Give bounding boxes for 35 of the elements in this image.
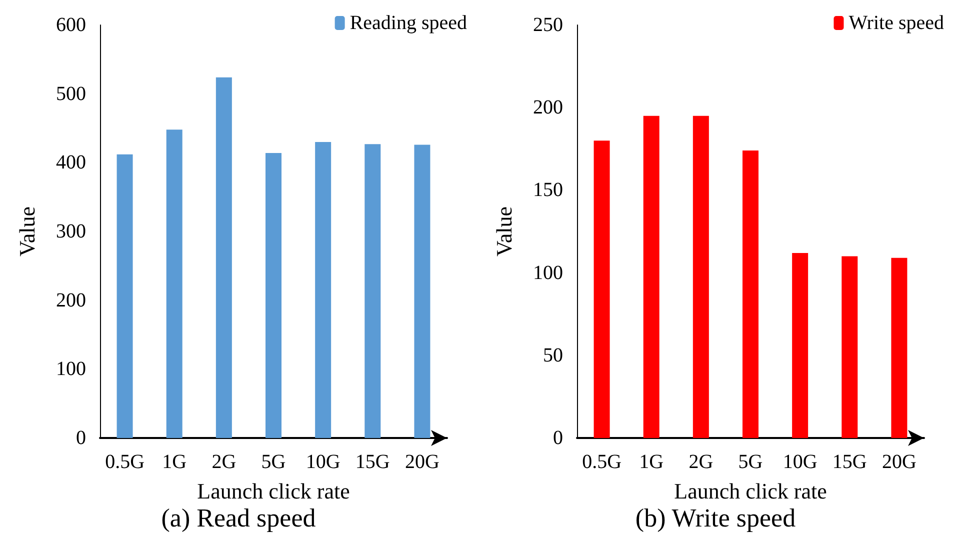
legend-label: Reading speed (350, 12, 467, 34)
y-tick-label: 600 (56, 14, 86, 36)
x-tick-label: 10G (306, 451, 340, 473)
y-tick-label: 100 (56, 358, 86, 380)
y-tick-label: 100 (533, 262, 563, 284)
x-tick-label: 0.5G (105, 451, 145, 473)
y-tick-label: 200 (533, 96, 563, 119)
x-tick-label: 20G (404, 451, 440, 473)
y-axis-title: Value (492, 206, 516, 257)
x-axis-title: Launch click rate (674, 478, 827, 504)
x-tick-label: 2G (688, 451, 714, 473)
x-tick-label: 2G (212, 451, 236, 473)
x-axis-title: Launch click rate (197, 478, 350, 504)
y-axis-title: Value (14, 206, 40, 257)
text: (b) Write speed (635, 504, 796, 532)
y-tick-label: 50 (543, 344, 563, 366)
y-tick-label: 150 (533, 179, 563, 202)
y-tick-label: 0 (76, 427, 86, 449)
x-tick-label: 10G (782, 451, 818, 473)
y-tick-label: 200 (56, 289, 86, 312)
y-tick-label: 500 (56, 82, 86, 105)
text: (a) Read speed (161, 504, 316, 532)
y-tick-label: 0 (553, 427, 563, 449)
y-tick-label: 300 (56, 220, 86, 242)
x-tick-label: 15G (832, 451, 867, 473)
y-tick-label: 400 (56, 152, 86, 174)
x-tick-label: 5G (738, 451, 763, 473)
x-tick-label: 5G (261, 451, 286, 473)
x-tick-label: 15G (355, 451, 390, 473)
legend-label: Write speed (848, 12, 944, 34)
y-tick-label: 250 (533, 14, 563, 36)
x-tick-label: 0.5G (582, 451, 622, 473)
x-tick-label: 20G (882, 451, 916, 473)
x-tick-label: 1G (639, 451, 664, 473)
x-tick-label: 1G (162, 451, 187, 473)
